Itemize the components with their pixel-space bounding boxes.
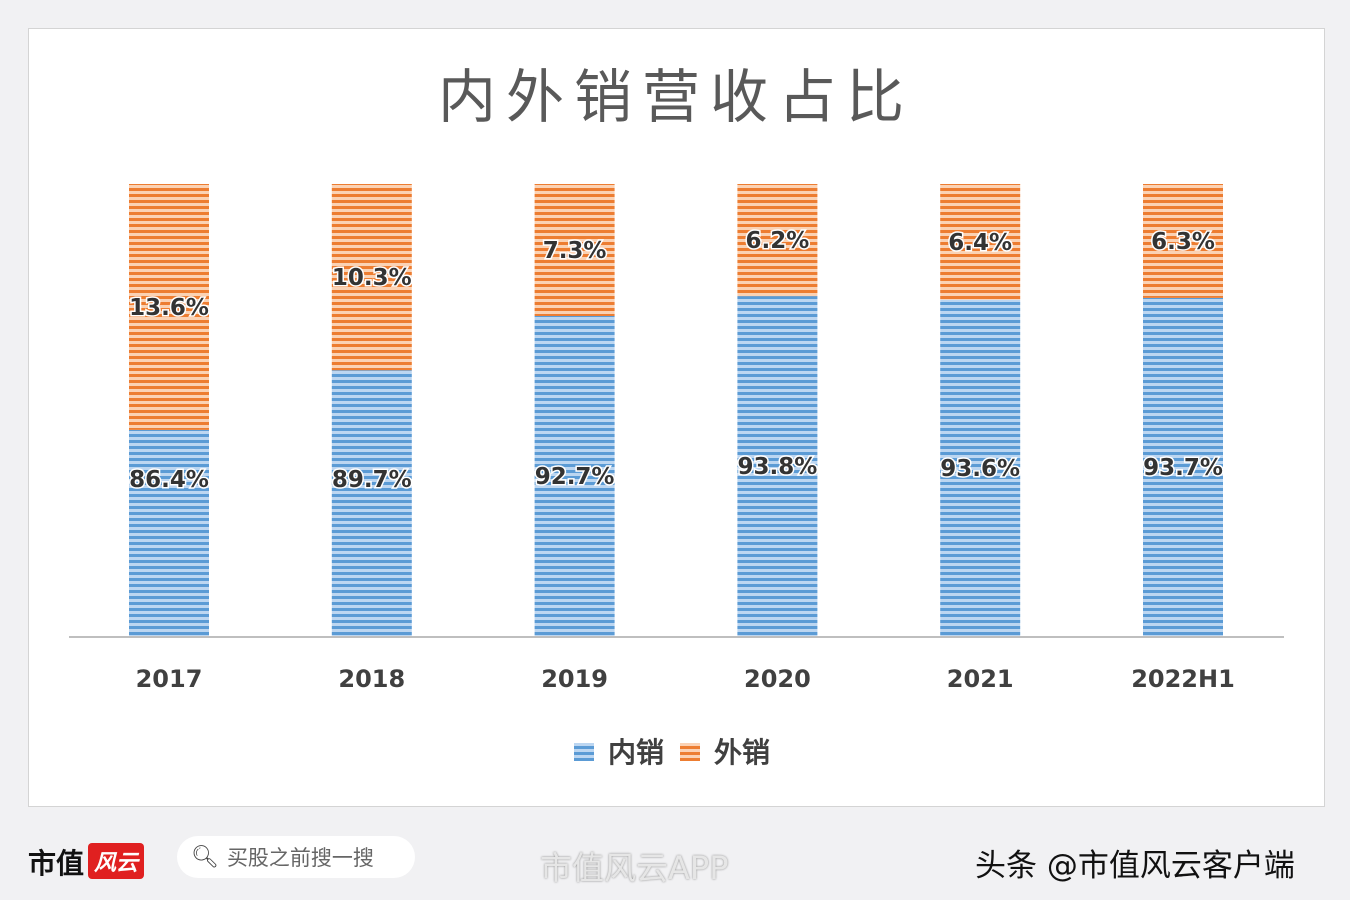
legend-label: 外销: [714, 736, 770, 769]
x-tick-label: 2022H1: [1131, 665, 1235, 693]
bar-domestic: [129, 429, 209, 636]
legend-swatch-0: [574, 743, 594, 761]
logo-text: 市值: [28, 847, 85, 880]
search-icon: 🔍︎: [191, 844, 219, 870]
search-box[interactable]: 🔍︎ 买股之前搜一搜: [177, 836, 415, 878]
data-label-export: 6.3%: [1151, 229, 1215, 255]
data-label-domestic: 86.4%: [129, 467, 209, 493]
legend-label: 内销: [608, 736, 664, 769]
data-label-domestic: 93.7%: [1143, 455, 1223, 481]
x-tick-label: 2019: [541, 665, 608, 693]
data-label-export: 13.6%: [129, 295, 209, 321]
chart-title: 内外销营收占比: [438, 63, 914, 131]
bar-export: [331, 184, 412, 371]
stacked-bar-chart: 内外销营收占比 86.4% 13.6% 2017 89.7% 10.3% 2018 92.7…: [69, 63, 1284, 769]
data-label-domestic: 92.7%: [535, 464, 615, 490]
bar-domestic: [940, 299, 1021, 636]
x-tick-label: 2018: [338, 665, 405, 693]
logo-mark: 风云: [88, 843, 145, 879]
data-label-domestic: 89.7%: [332, 467, 412, 493]
bar-export: [1143, 184, 1223, 298]
data-label-export: 6.2%: [746, 228, 810, 254]
x-tick-label: 2017: [136, 665, 203, 693]
app-watermark: 市值风云APP: [540, 849, 729, 887]
data-label-domestic: 93.8%: [738, 454, 818, 480]
bar-export: [129, 184, 209, 430]
bar-domestic: [331, 370, 412, 636]
x-tick-label: 2021: [947, 665, 1014, 693]
bar-domestic: [737, 296, 818, 636]
legend-swatch-1: [680, 743, 700, 761]
bar-export: [940, 184, 1021, 300]
data-label-export: 7.3%: [543, 238, 607, 264]
data-label-export: 6.4%: [948, 230, 1012, 256]
bar-domestic: [1143, 297, 1223, 636]
bar-domestic: [534, 315, 615, 636]
bar-export: [534, 184, 615, 316]
footer-logo: 市值 风云: [28, 842, 145, 882]
bar-export: [737, 184, 818, 297]
data-label-export: 10.3%: [332, 265, 412, 291]
chart-panel: 内外销营收占比 86.4% 13.6% 2017 89.7% 10.3% 2018 92.7…: [28, 28, 1325, 807]
x-tick-label: 2020: [744, 665, 811, 693]
source-credit: 头条 @市值风云客户端: [975, 848, 1295, 884]
data-label-domestic: 93.6%: [940, 456, 1020, 482]
search-placeholder: 买股之前搜一搜: [226, 846, 374, 870]
